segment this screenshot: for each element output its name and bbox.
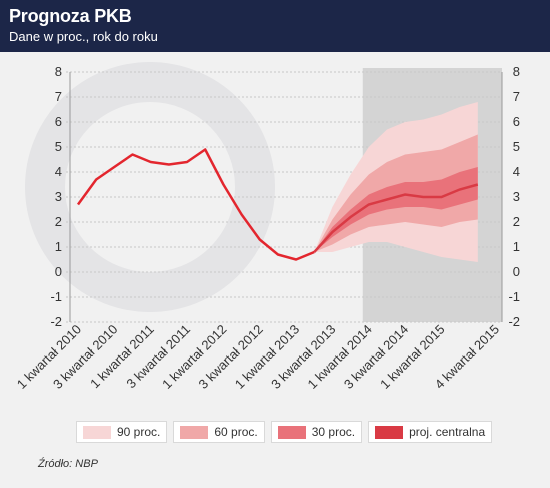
chart-legend: 90 proc. 60 proc. 30 proc. proj. central… xyxy=(76,421,493,443)
y-tick-label-right: 2 xyxy=(513,214,520,229)
y-tick-label-right: 1 xyxy=(513,239,520,254)
y-tick-label-left: 7 xyxy=(55,89,62,104)
y-tick-label-right: -2 xyxy=(508,314,520,329)
chart-title: Prognoza PKB xyxy=(9,6,132,26)
y-tick-label-left: 6 xyxy=(55,114,62,129)
legend-item-90: 90 proc. xyxy=(76,421,168,443)
band-30 xyxy=(314,167,478,252)
y-tick-label-left: 5 xyxy=(55,139,62,154)
y-tick-label-left: 8 xyxy=(55,64,62,79)
y-tick-label-left: -2 xyxy=(50,314,62,329)
legend-swatch-90 xyxy=(83,425,111,439)
y-tick-label-right: 0 xyxy=(513,264,520,279)
chart-header: Prognoza PKB Dane w proc., rok do roku xyxy=(0,0,550,52)
y-tick-label-left: 4 xyxy=(55,164,62,179)
y-tick-label-left: 1 xyxy=(55,239,62,254)
legend-swatch-30 xyxy=(277,425,306,439)
y-tick-label-right: 3 xyxy=(513,189,520,204)
actual-gdp-line xyxy=(76,148,315,261)
y-tick-label-right: 4 xyxy=(513,164,520,179)
y-tick-label-right: 5 xyxy=(513,139,520,154)
legend-swatch-central xyxy=(375,425,404,439)
legend-label-30: 30 proc. xyxy=(311,425,356,439)
legend-item-30: 30 proc. xyxy=(270,421,363,443)
source-note: Źródło: NBP xyxy=(38,458,98,470)
y-tick-label-left: 3 xyxy=(55,189,62,204)
legend-item-60: 60 proc. xyxy=(173,421,265,443)
y-tick-label-left: 2 xyxy=(55,214,62,229)
legend-label-central: proj. centralna xyxy=(409,425,486,439)
y-tick-label-left: -1 xyxy=(50,289,62,304)
y-tick-label-right: 7 xyxy=(513,89,520,104)
legend-label-90: 90 proc. xyxy=(117,425,161,439)
y-tick-label-right: 8 xyxy=(513,64,520,79)
legend-label-60: 60 proc. xyxy=(214,425,258,439)
y-tick-label-right: 6 xyxy=(513,114,520,129)
legend-item-central: proj. centralna xyxy=(368,421,493,443)
watermark xyxy=(25,62,275,312)
gdp-forecast-chart: 8 87 76 65 54 43 32 21 10 0-1 -1-2 -21 kwartał 2010… xyxy=(14,62,520,392)
y-tick-label-right: -1 xyxy=(508,289,520,304)
central-projection-line xyxy=(313,183,479,253)
legend-swatch-60 xyxy=(180,425,209,439)
y-tick-label-left: 0 xyxy=(55,264,62,279)
chart-subtitle: Dane w proc., rok do roku xyxy=(9,29,158,44)
